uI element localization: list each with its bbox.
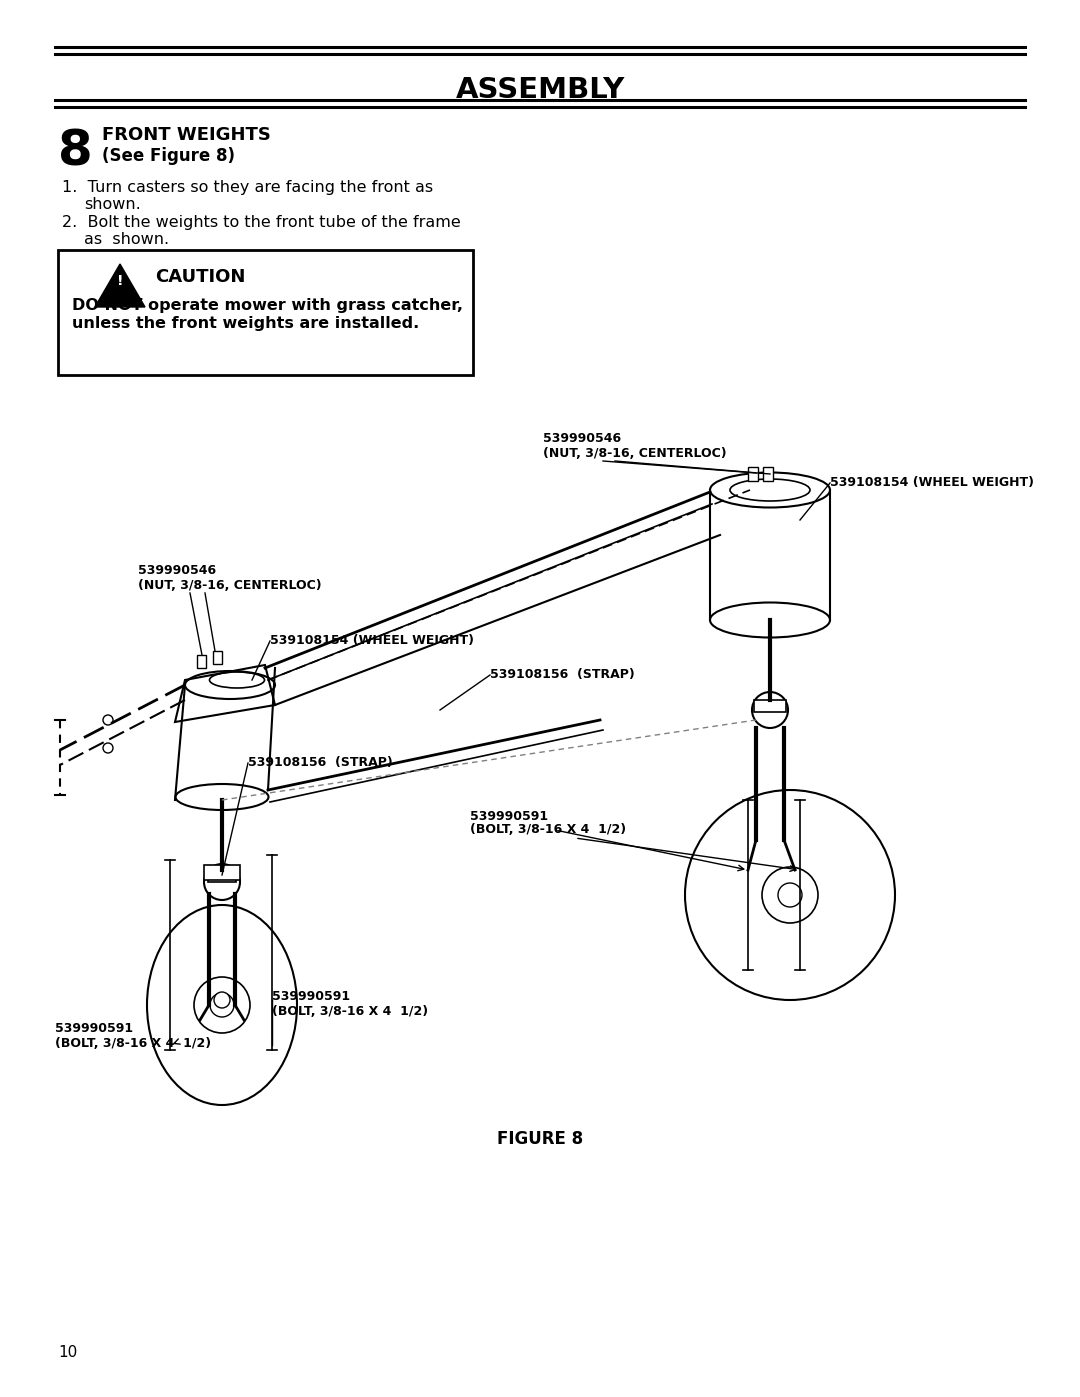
Text: 539108154 (WHEEL WEIGHT): 539108154 (WHEEL WEIGHT) bbox=[270, 634, 474, 647]
Text: 539990591: 539990591 bbox=[55, 1023, 133, 1035]
Text: 539990546: 539990546 bbox=[138, 564, 216, 577]
Text: (See Figure 8): (See Figure 8) bbox=[102, 147, 235, 165]
Polygon shape bbox=[95, 264, 145, 307]
Text: (NUT, 3/8-16, CENTERLOC): (NUT, 3/8-16, CENTERLOC) bbox=[543, 447, 727, 460]
Bar bbox=[204, 865, 240, 880]
Bar bbox=[213, 651, 222, 664]
Text: DO NOT operate mower with grass catcher,: DO NOT operate mower with grass catcher, bbox=[72, 298, 463, 313]
Text: shown.: shown. bbox=[84, 197, 140, 212]
Text: 539108154 (WHEEL WEIGHT): 539108154 (WHEEL WEIGHT) bbox=[831, 476, 1034, 489]
Bar bbox=[748, 467, 758, 481]
Text: as  shown.: as shown. bbox=[84, 232, 170, 247]
Text: unless the front weights are installed.: unless the front weights are installed. bbox=[72, 316, 419, 331]
Text: FRONT WEIGHTS: FRONT WEIGHTS bbox=[102, 126, 271, 144]
Bar bbox=[754, 700, 786, 712]
Text: 539990546: 539990546 bbox=[543, 432, 621, 446]
Circle shape bbox=[214, 992, 230, 1009]
Bar bbox=[762, 467, 773, 481]
Bar bbox=[208, 870, 237, 882]
Text: 10: 10 bbox=[58, 1345, 78, 1361]
Bar bbox=[197, 655, 206, 668]
Text: 2.  Bolt the weights to the front tube of the frame: 2. Bolt the weights to the front tube of… bbox=[62, 215, 461, 231]
Text: FIGURE 8: FIGURE 8 bbox=[497, 1130, 583, 1148]
FancyBboxPatch shape bbox=[58, 250, 473, 374]
Text: 539108156  (STRAP): 539108156 (STRAP) bbox=[248, 756, 393, 768]
Text: ASSEMBLY: ASSEMBLY bbox=[456, 75, 624, 103]
Text: (BOLT, 3/8-16 X 4  1/2): (BOLT, 3/8-16 X 4 1/2) bbox=[470, 823, 626, 835]
Text: (BOLT, 3/8-16 X 4  1/2): (BOLT, 3/8-16 X 4 1/2) bbox=[272, 1004, 428, 1018]
Text: 539990591: 539990591 bbox=[272, 990, 350, 1003]
Text: 539990591: 539990591 bbox=[470, 810, 549, 823]
Circle shape bbox=[204, 863, 240, 900]
Text: (BOLT, 3/8-16 X 4  1/2): (BOLT, 3/8-16 X 4 1/2) bbox=[55, 1037, 211, 1051]
Text: 1.  Turn casters so they are facing the front as: 1. Turn casters so they are facing the f… bbox=[62, 180, 433, 196]
Text: CAUTION: CAUTION bbox=[156, 268, 245, 286]
Text: 8: 8 bbox=[58, 129, 93, 176]
Text: (NUT, 3/8-16, CENTERLOC): (NUT, 3/8-16, CENTERLOC) bbox=[138, 578, 322, 592]
Circle shape bbox=[752, 692, 788, 728]
Text: 539108156  (STRAP): 539108156 (STRAP) bbox=[490, 668, 635, 680]
Text: !: ! bbox=[117, 274, 123, 288]
